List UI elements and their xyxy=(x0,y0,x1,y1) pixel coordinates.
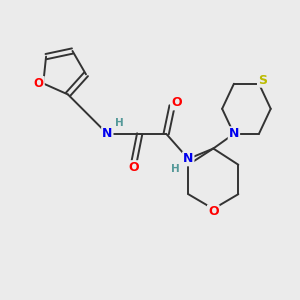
Text: O: O xyxy=(128,161,139,174)
Text: H: H xyxy=(115,118,124,128)
Text: N: N xyxy=(102,127,112,140)
Text: O: O xyxy=(208,205,219,218)
Text: O: O xyxy=(171,96,182,110)
Text: S: S xyxy=(258,74,267,87)
Text: O: O xyxy=(34,77,44,90)
Text: H: H xyxy=(171,164,179,174)
Text: N: N xyxy=(183,152,194,165)
Text: N: N xyxy=(229,127,239,140)
